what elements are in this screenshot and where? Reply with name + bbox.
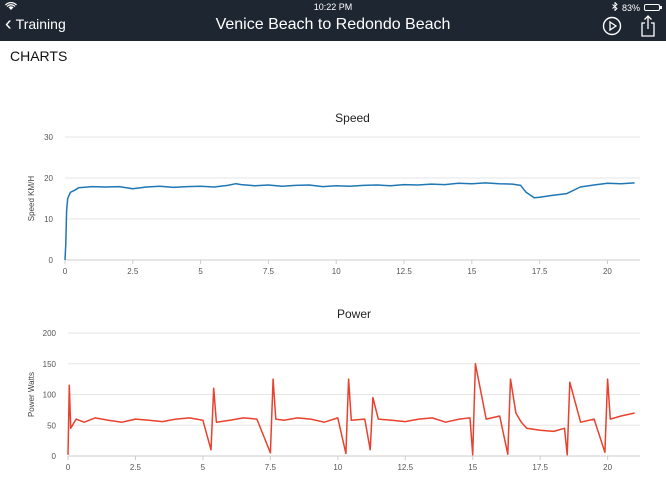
y-tick-label: 100 (43, 391, 57, 400)
battery-icon (644, 4, 662, 11)
status-bar: 10:22 PM 83% (0, 0, 666, 14)
x-tick-label: 7.5 (265, 463, 277, 472)
y-tick-label: 150 (43, 360, 57, 369)
y-tick-label: 20 (44, 174, 53, 183)
power-chart: Power 0 50 100 150 200 0 2.5 5 7.5 10 12.5 15 17.5 20 P… (27, 307, 640, 472)
navigation-bar: 10:22 PM 83% ‹ Training Venice Beach to … (0, 0, 666, 41)
x-tick-label: 0 (63, 267, 68, 276)
series-line (64, 182, 635, 261)
x-tick-label: 20 (603, 463, 612, 472)
page-title: Venice Beach to Redondo Beach (215, 16, 451, 33)
x-tick-label: 17.5 (532, 267, 548, 276)
nav-actions (602, 15, 656, 42)
wifi-icon (4, 1, 18, 13)
x-tick-label: 15 (468, 463, 477, 472)
y-tick-label: 0 (49, 256, 54, 265)
series-line (67, 363, 635, 456)
y-tick-label: 30 (44, 133, 53, 142)
y-tick-label: 0 (52, 452, 57, 461)
back-button[interactable]: ‹ Training (5, 13, 66, 35)
x-tick-label: 17.5 (532, 463, 548, 472)
x-tick-label: 0 (66, 463, 71, 472)
y-tick-label: 50 (47, 421, 56, 430)
x-tick-label: 5 (198, 267, 203, 276)
chart-title: Speed (335, 111, 370, 125)
x-tick-label: 15 (467, 267, 476, 276)
chart-title: Power (337, 307, 371, 321)
chevron-left-icon: ‹ (5, 13, 12, 35)
share-icon[interactable] (640, 15, 656, 42)
section-title: CHARTS (10, 48, 68, 64)
status-time: 10:22 PM (313, 2, 353, 12)
x-tick-label: 20 (603, 267, 612, 276)
y-tick-label: 10 (44, 215, 53, 224)
x-tick-label: 2.5 (127, 267, 139, 276)
x-tick-label: 10 (333, 463, 342, 472)
x-tick-label: 7.5 (263, 267, 275, 276)
speed-chart: Speed 0 10 20 30 0 2.5 5 7.5 10 12.5 15 17.5 20 Speed … (27, 111, 640, 276)
y-tick-label: 200 (43, 329, 57, 338)
back-label: Training (15, 16, 66, 32)
x-tick-label: 5 (201, 463, 206, 472)
x-tick-label: 2.5 (130, 463, 142, 472)
battery-percent: 83% (621, 2, 640, 13)
x-tick-label: 12.5 (397, 463, 413, 472)
status-right: 83% (612, 1, 662, 13)
play-circle-icon[interactable] (602, 16, 622, 41)
bluetooth-icon (612, 1, 618, 13)
x-tick-label: 10 (332, 267, 341, 276)
x-tick-label: 12.5 (396, 267, 412, 276)
y-axis-label: Speed KM/H (27, 176, 36, 222)
y-axis-label: Power Watts (27, 372, 36, 417)
